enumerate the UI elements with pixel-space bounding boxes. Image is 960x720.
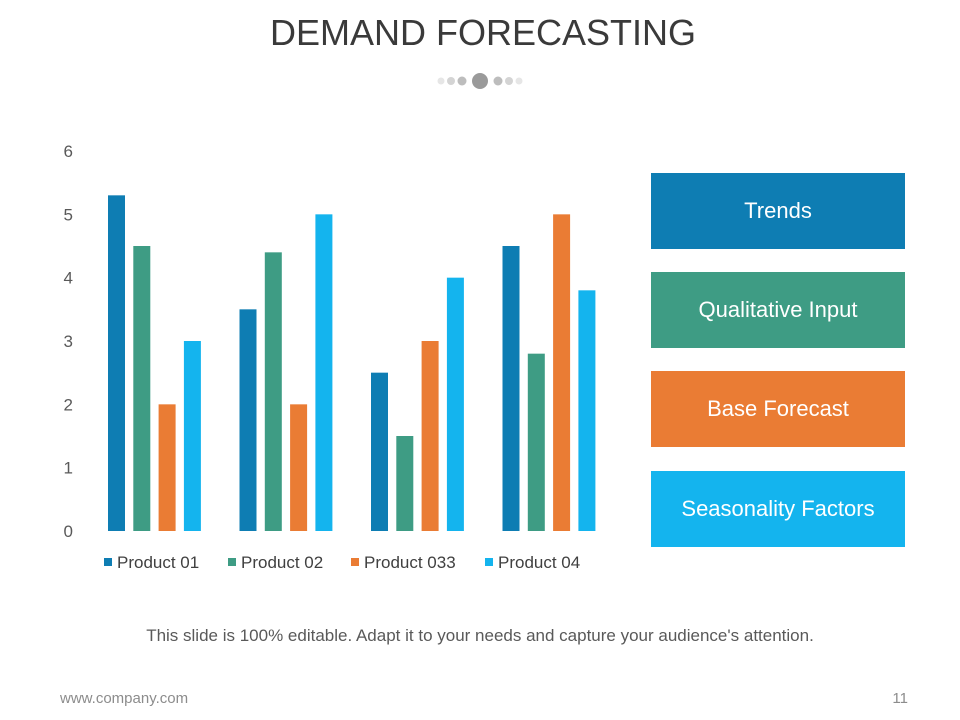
bar-product-01-2: [239, 309, 257, 531]
legend-swatch: [228, 558, 236, 566]
panel-base-forecast: Base Forecast: [651, 371, 905, 447]
dot: [457, 76, 467, 86]
panel-trends: Trends: [651, 173, 905, 249]
dot: [447, 77, 455, 85]
panel-label: Qualitative Input: [698, 297, 858, 322]
bar-product-01-3: [371, 372, 388, 531]
bar-product-04-1: [183, 341, 201, 531]
bar-product-033-3: [421, 341, 439, 531]
legend-label: Product 033: [364, 553, 456, 572]
legend-swatch: [485, 558, 493, 566]
bar-product-02-2: [264, 252, 282, 531]
y-tick-label: 2: [64, 395, 73, 414]
y-tick-label: 6: [64, 142, 73, 161]
legend-label: Product 01: [117, 553, 199, 572]
legend-swatch: [351, 558, 359, 566]
bar-product-04-3: [446, 277, 464, 531]
y-tick-label: 5: [64, 205, 73, 224]
chart-legend: Product 01 Product 02 Product 033 Product 0…: [104, 553, 580, 572]
bar-product-033-4: [553, 214, 571, 531]
slide-title: DEMAND FORECASTING: [269, 12, 697, 53]
bar-product-02-4: [527, 353, 545, 531]
panel-label: Trends: [744, 198, 812, 223]
bar-product-033-2: [290, 404, 308, 531]
decorative-dots: [437, 73, 523, 89]
y-axis: 0 1 2 3 4 5 6: [64, 142, 73, 541]
page-number: 11: [892, 690, 908, 707]
panel-label: Seasonality Factors: [681, 496, 875, 521]
y-tick-label: 4: [64, 269, 73, 288]
legend-swatch: [104, 558, 112, 566]
dot: [515, 77, 523, 85]
dot: [505, 77, 513, 85]
y-tick-label: 0: [64, 522, 73, 541]
panel-qualitative-input: Qualitative Input: [651, 272, 905, 348]
dot: [437, 77, 445, 85]
bar-product-02-1: [133, 246, 151, 531]
bar-product-033-1: [158, 404, 176, 531]
y-tick-label: 1: [64, 459, 73, 478]
slide-caption: This slide is 100% editable. Adapt it to…: [146, 626, 814, 645]
legend-label: Product 04: [498, 553, 580, 572]
footer-url: www.company.com: [60, 690, 189, 707]
dot: [472, 73, 488, 89]
legend-label: Product 02: [241, 553, 323, 572]
bar-product-02-3: [396, 436, 414, 531]
bar-product-04-2: [315, 214, 333, 531]
panel-seasonality-factors: Seasonality Factors: [651, 471, 905, 547]
bar-product-04-4: [578, 290, 596, 531]
bar-product-01-1: [108, 195, 125, 532]
bar-product-01-4: [502, 246, 520, 531]
bars: [108, 195, 596, 532]
panel-label: Base Forecast: [707, 396, 849, 421]
dot: [493, 76, 503, 86]
y-tick-label: 3: [64, 332, 73, 351]
